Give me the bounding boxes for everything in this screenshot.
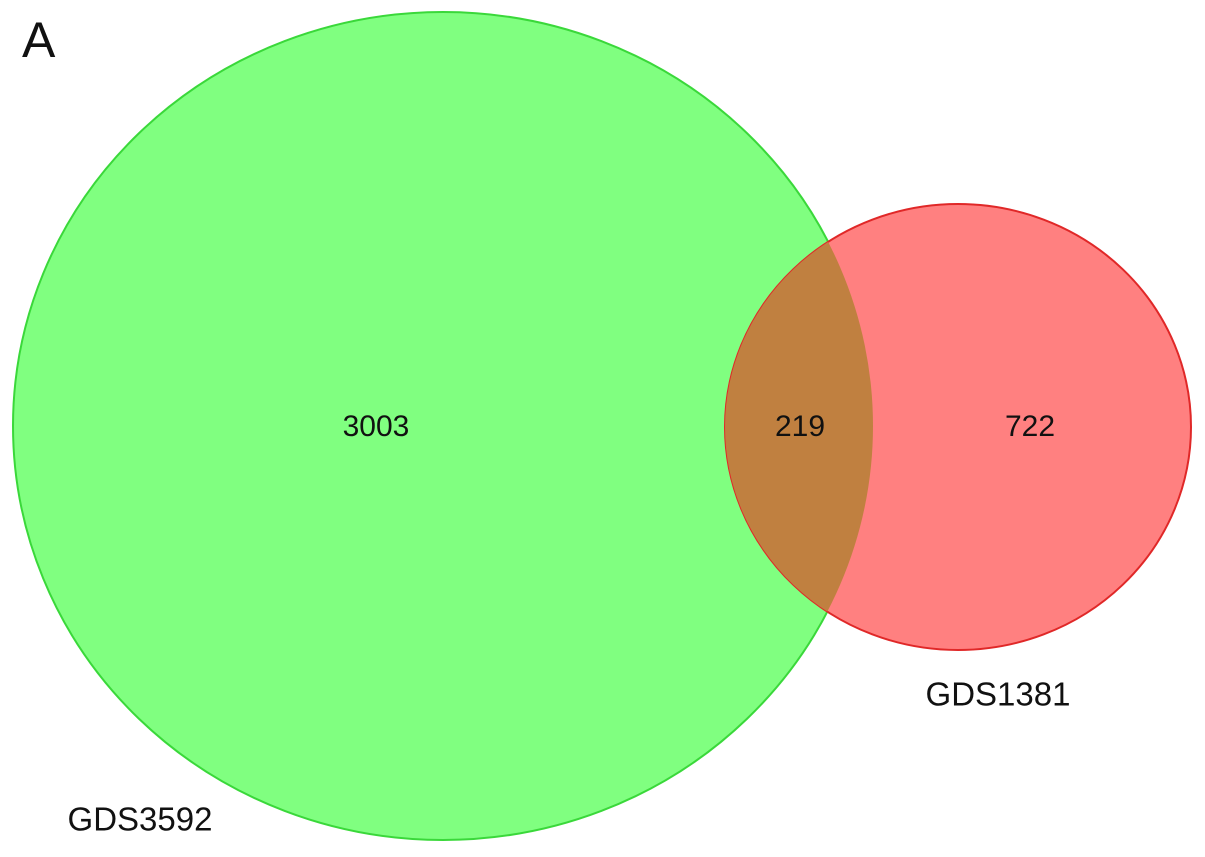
region-count: 219	[775, 410, 825, 443]
region-count: 3003	[343, 410, 410, 443]
region-count: 722	[1005, 410, 1055, 443]
set-name: GDS1381	[926, 676, 1071, 713]
overlap-region	[725, 204, 873, 650]
panel-label: A	[22, 12, 56, 68]
set-name: GDS3592	[68, 801, 213, 838]
